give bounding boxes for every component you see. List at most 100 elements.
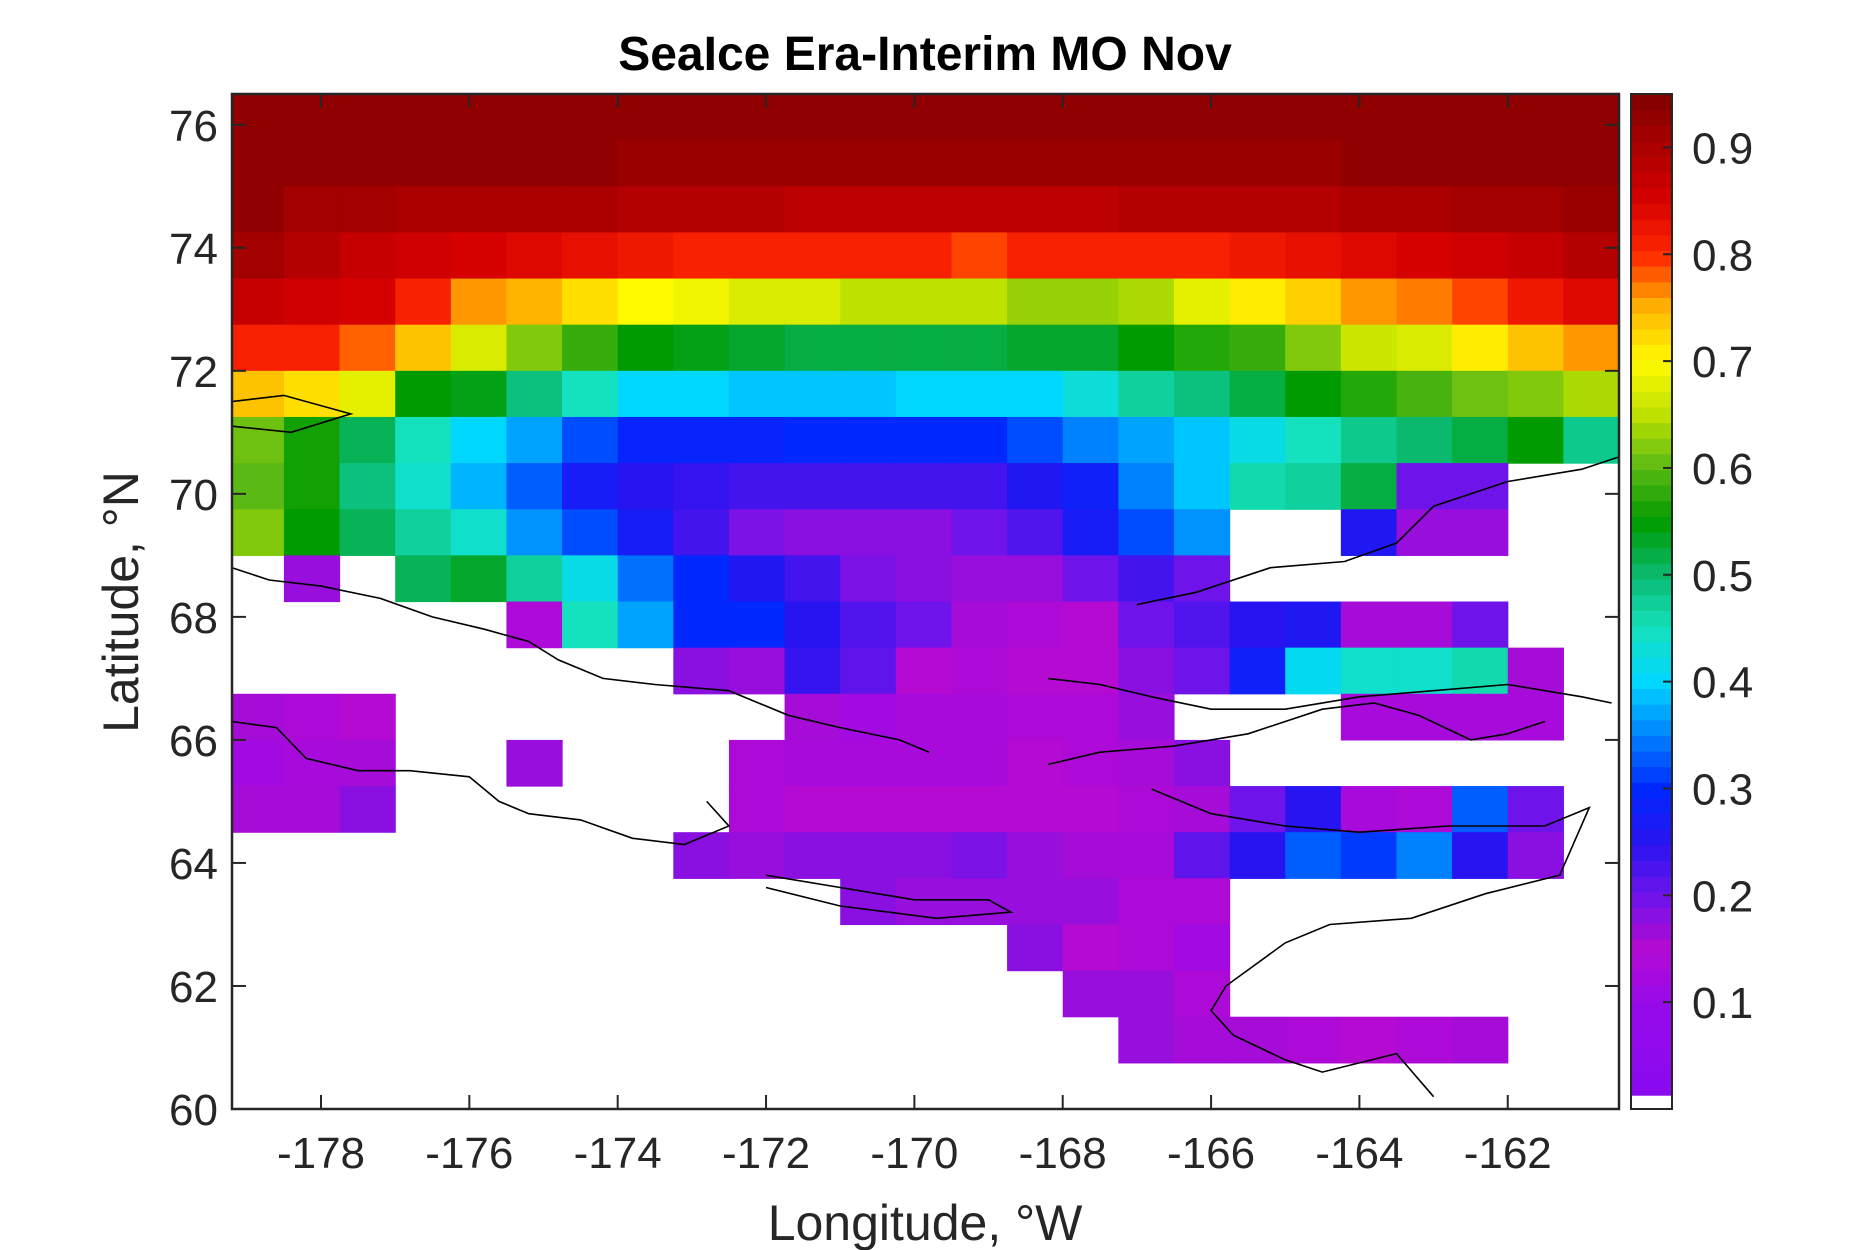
heatmap-cell <box>1396 186 1453 234</box>
heatmap-cell <box>1173 232 1231 280</box>
heatmap-cell <box>1173 278 1231 326</box>
heatmap-cell <box>673 370 730 418</box>
colorbar-segment <box>1631 516 1672 533</box>
chart-title: SeaIce Era-Interim MO Nov <box>618 28 1232 81</box>
heatmap-cell <box>673 278 730 326</box>
heatmap-cell <box>506 370 563 418</box>
colorbar-segment <box>1631 938 1672 955</box>
heatmap-cell <box>1340 647 1398 695</box>
heatmap-cell <box>1452 186 1509 234</box>
heatmap-cell <box>728 786 786 833</box>
heatmap-cell <box>1118 94 1175 141</box>
heatmap-cell <box>1563 370 1620 418</box>
y-axis-label: Latitude, °N <box>93 471 149 733</box>
heatmap-cell <box>617 370 674 418</box>
heatmap-cell <box>1118 416 1175 464</box>
heatmap-cell <box>951 601 1008 649</box>
heatmap-cell <box>1062 140 1119 187</box>
colorbar-segment <box>1631 297 1672 314</box>
heatmap-cell <box>895 278 953 326</box>
heatmap-cell <box>395 324 452 372</box>
heatmap-cell <box>673 140 730 187</box>
colorbar-segment <box>1631 610 1672 627</box>
heatmap-cell <box>784 94 841 141</box>
heatmap-cell <box>283 94 341 141</box>
heatmap-cell <box>1007 416 1064 464</box>
y-tick-label: 76 <box>169 102 218 151</box>
colorbar-segment <box>1631 672 1672 690</box>
heatmap-cell <box>1285 832 1342 879</box>
heatmap-cell <box>1062 970 1119 1018</box>
colorbar-segment <box>1631 187 1672 205</box>
heatmap-cell <box>784 278 841 326</box>
heatmap-cell <box>1507 278 1564 326</box>
colorbar-segment <box>1631 954 1672 971</box>
heatmap-cell <box>840 370 897 418</box>
heatmap-cell <box>283 232 341 280</box>
heatmap-cell <box>673 416 730 464</box>
heatmap-cell <box>283 278 341 326</box>
heatmap-cell <box>1007 186 1064 234</box>
heatmap-cell <box>673 555 730 603</box>
colorbar-segment <box>1631 266 1672 283</box>
heatmap-cell <box>840 601 897 649</box>
heatmap-cell <box>1173 924 1231 972</box>
heatmap-cell <box>1452 278 1509 326</box>
heatmap-cell <box>728 232 786 280</box>
heatmap-cell <box>1285 140 1342 187</box>
colorbar-segment <box>1631 109 1672 126</box>
heatmap-cell <box>728 601 786 649</box>
heatmap-cell <box>895 94 953 141</box>
heatmap-cell <box>562 370 619 418</box>
heatmap-cell <box>617 94 674 141</box>
heatmap-cell <box>1062 416 1119 464</box>
heatmap-cell <box>1007 232 1064 280</box>
heatmap-cell <box>232 693 285 741</box>
heatmap-cell <box>232 786 285 833</box>
colorbar-segment <box>1631 125 1672 142</box>
heatmap-cell <box>1007 463 1064 510</box>
heatmap-cell <box>1507 324 1564 372</box>
heatmap-cell <box>1340 786 1398 833</box>
heatmap-cell <box>784 232 841 280</box>
heatmap-cell <box>1340 232 1398 280</box>
heatmap-cell <box>728 370 786 418</box>
heatmap-cell <box>1007 140 1064 187</box>
heatmap-cell <box>895 370 953 418</box>
heatmap-cell <box>673 324 730 372</box>
heatmap-cell <box>1340 94 1398 141</box>
heatmap-cell <box>1062 232 1119 280</box>
heatmap-cell <box>1118 878 1175 926</box>
colorbar-tick-label: 0.7 <box>1692 338 1753 387</box>
colorbar: 0.1 0.2 0.3 0.4 0.5 0.6 0.7 0.8 0.9 <box>1630 93 1753 1110</box>
heatmap-cell <box>895 509 953 556</box>
heatmap-cell <box>1452 463 1509 510</box>
heatmap-cell <box>232 186 285 234</box>
heatmap-cell <box>1452 786 1509 833</box>
heatmap-cell <box>1452 140 1509 187</box>
heatmap-cell <box>232 370 285 418</box>
heatmap-cell <box>895 186 953 234</box>
heatmap-cell <box>1452 693 1509 741</box>
heatmap-cell <box>1173 878 1231 926</box>
heatmap-cell <box>951 786 1008 833</box>
heatmap-cell <box>895 324 953 372</box>
colorbar-segment <box>1631 359 1672 377</box>
heatmap-cell <box>728 324 786 372</box>
x-tick-label: -176 <box>425 1129 513 1178</box>
heatmap-cell <box>1062 324 1119 372</box>
heatmap-cell <box>450 463 508 510</box>
heatmap-cell <box>395 186 452 234</box>
heatmap-cell <box>784 324 841 372</box>
heatmap-cell <box>395 232 452 280</box>
heatmap-cell <box>951 463 1008 510</box>
heatmap-cell <box>951 555 1008 603</box>
colorbar-segment <box>1631 485 1672 502</box>
heatmap-cell <box>1507 832 1564 879</box>
colorbar-segment <box>1631 829 1672 846</box>
colorbar-tick-label: 0.2 <box>1692 872 1753 921</box>
heatmap-cell <box>728 140 786 187</box>
colorbar-segment <box>1631 969 1672 987</box>
heatmap-cell <box>840 186 897 234</box>
colorbar-segment <box>1631 500 1672 517</box>
